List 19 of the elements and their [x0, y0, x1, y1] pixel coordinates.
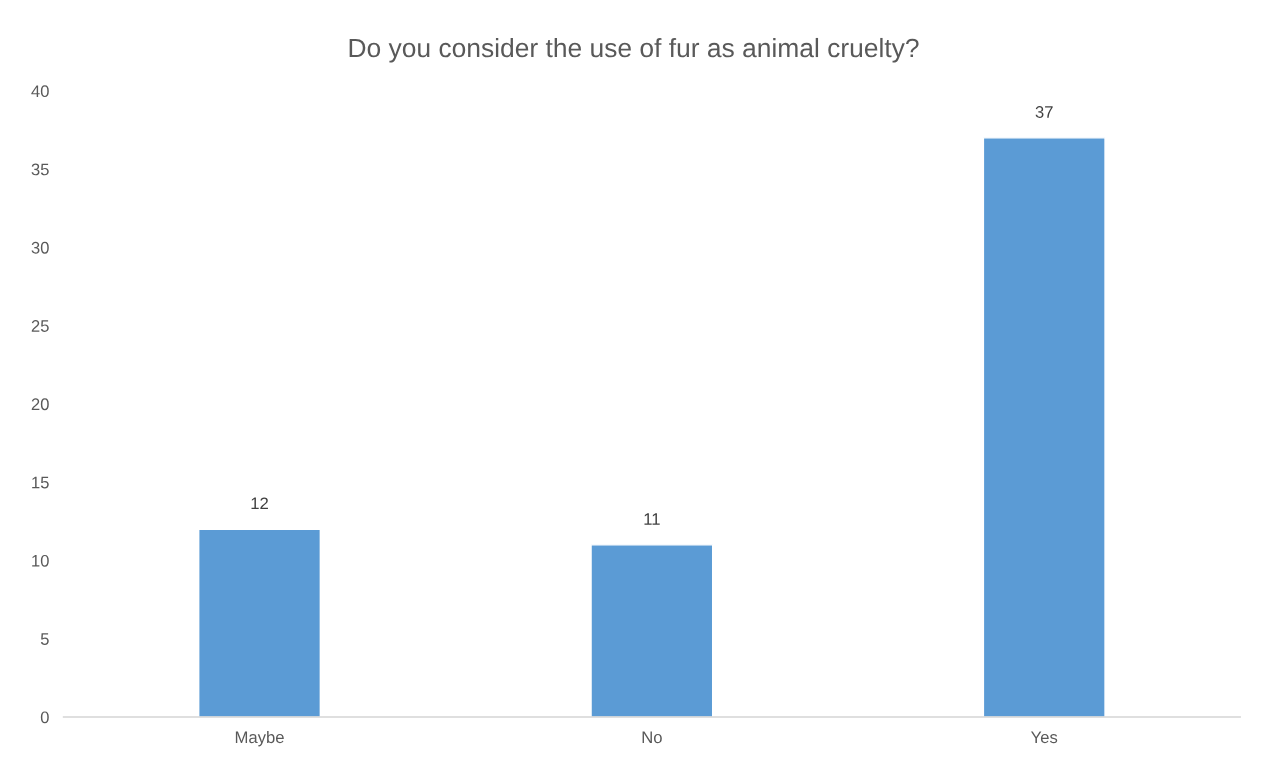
y-tick-label: 30: [31, 241, 49, 254]
x-tick-label: No: [642, 731, 662, 744]
data-label: 12: [251, 497, 268, 510]
bar: [198, 528, 322, 718]
y-tick-label: 15: [32, 476, 49, 489]
x-tick-label: Yes: [1030, 731, 1058, 744]
y-tick-label: 5: [40, 633, 49, 645]
chart-title: Do you consider the use of fur as animal cruelty?: [349, 37, 919, 63]
y-tick-label: 25: [31, 320, 49, 332]
y-tick-label: 20: [31, 398, 49, 411]
y-tick-label: 40: [31, 85, 49, 98]
x-tick-label: Maybe: [235, 730, 284, 747]
y-tick-label: 0: [40, 711, 49, 724]
data-label: 11: [644, 513, 660, 525]
data-label: 37: [1035, 106, 1053, 118]
bar: [982, 137, 1106, 718]
bar: [590, 544, 714, 718]
y-tick-label: 10: [32, 554, 49, 567]
y-tick-label: 35: [31, 163, 49, 176]
